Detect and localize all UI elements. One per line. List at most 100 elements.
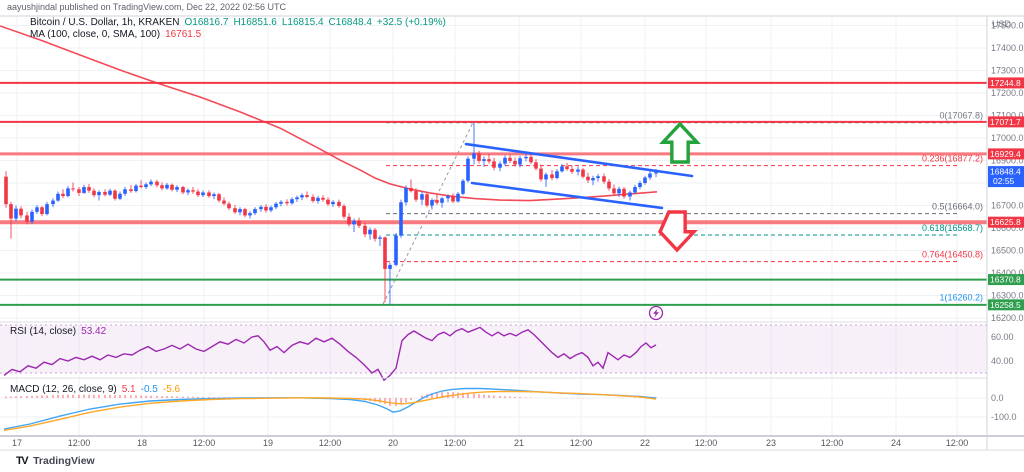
candle (113, 190, 117, 199)
candle (508, 157, 512, 161)
candle (331, 201, 335, 205)
tradingview-footer[interactable]: TV TradingView (16, 455, 95, 467)
svg-text:-100.0: -100.0 (991, 412, 1017, 422)
tradingview-brand: TradingView (33, 455, 95, 467)
time-tick-label: 24 (891, 438, 901, 448)
rsi-legend[interactable]: RSI (14, close) 53.42 (10, 326, 106, 337)
time-tick-label: 12:00 (68, 438, 91, 448)
candle (363, 225, 367, 235)
candle (191, 190, 195, 192)
candle (295, 197, 299, 200)
rsi-value: 53.42 (81, 326, 107, 337)
candle (4, 176, 8, 205)
candle (487, 159, 491, 162)
ma-label: MA (100, close, 0, SMA, 100) (30, 29, 161, 40)
candle (472, 153, 476, 159)
price-tick-label: 17400.0 (991, 43, 1024, 53)
macd-line-value: -0.5 (140, 384, 158, 395)
candle (576, 169, 580, 172)
candle (9, 204, 13, 219)
candle (570, 169, 574, 172)
candle (269, 207, 273, 211)
candle (71, 188, 75, 190)
candle (581, 169, 585, 177)
price-tick-label: 16600.0 (991, 223, 1024, 233)
candle (165, 184, 169, 189)
candle (394, 235, 398, 265)
svg-text:16258.5: 16258.5 (990, 300, 1021, 310)
candle (87, 187, 91, 191)
price-level-badge (988, 148, 1024, 160)
rsi-label: RSI (14, close) (10, 326, 77, 337)
macd-legend[interactable]: MACD (12, 26, close, 9) 5.1 -0.5 -5.6 (10, 384, 180, 395)
trendline (470, 181, 664, 210)
candle (607, 181, 611, 189)
candle (612, 188, 616, 194)
candle (264, 206, 268, 211)
price-axis[interactable]: 17500.0 17400.0 17300.0 17200.0 17100.0 17000… (988, 21, 1024, 423)
macd-layer (3, 387, 657, 431)
price-tick-label: 16400.0 (991, 268, 1024, 278)
symbol-legend[interactable]: Bitcoin / U.S. Dollar, 1h, KRAKEN O16816… (30, 17, 446, 28)
candle (25, 215, 29, 222)
ohlc-high: H16851.6 (233, 17, 277, 28)
candle (30, 211, 34, 222)
candle (259, 206, 263, 210)
candle (316, 197, 320, 201)
candle (279, 201, 283, 204)
price-level-badge (988, 216, 1024, 228)
ma-legend[interactable]: MA (100, close, 0, SMA, 100) 16761.5 (30, 29, 201, 40)
candle (243, 209, 247, 216)
candle (586, 176, 590, 181)
price-tick-label: 17300.0 (991, 66, 1024, 76)
time-tick-label: 12:00 (444, 438, 467, 448)
price-level-badge (988, 116, 1024, 128)
candle (565, 166, 569, 170)
current-price-badge: 16848.402:55 (988, 166, 1024, 188)
candle (529, 156, 533, 163)
candles-layer[interactable] (4, 122, 658, 305)
candle (92, 190, 96, 196)
candle (212, 194, 216, 197)
candle (643, 177, 647, 183)
candle (524, 156, 528, 159)
candle (440, 198, 444, 203)
candle (498, 163, 502, 168)
svg-text:17244.8: 17244.8 (990, 78, 1021, 88)
candle (103, 192, 107, 195)
signal-arrows (657, 121, 701, 253)
ohlc-open: O16816.7 (184, 17, 229, 28)
candle (638, 183, 642, 188)
fib-level-label: 0.236(16877.2) (922, 154, 983, 164)
candle (555, 171, 559, 179)
price-tick-label: 17000.0 (991, 133, 1024, 143)
time-tick-label: 12:00 (946, 438, 969, 448)
candle (108, 190, 112, 195)
candle (129, 189, 133, 192)
candle (285, 201, 289, 204)
time-axis[interactable]: 17 12:00 18 12:00 19 12:00 20 12:00 21 12:00 22 12:… (12, 438, 968, 448)
candle (77, 189, 81, 193)
time-tick-label: 23 (766, 438, 776, 448)
current-price-value: 16848.4 (990, 167, 1021, 177)
candle (420, 194, 424, 200)
svg-text:60.00: 60.00 (991, 332, 1014, 342)
time-tick-label: 12:00 (821, 438, 844, 448)
price-tick-label: 16900.0 (991, 156, 1024, 166)
price-tick-label: 16700.0 (991, 201, 1024, 211)
candle (435, 200, 439, 203)
candle (274, 203, 278, 208)
candle (149, 181, 153, 185)
candle (482, 159, 486, 161)
tradingview-logo-icon: TV (16, 455, 29, 467)
candle (591, 178, 595, 181)
candle (238, 209, 242, 213)
candle (337, 201, 341, 206)
price-tick-label: 16200.0 (991, 313, 1024, 323)
candle (383, 237, 387, 269)
candle (123, 189, 127, 194)
candle (45, 204, 49, 215)
time-tick-label: 12:00 (319, 438, 342, 448)
